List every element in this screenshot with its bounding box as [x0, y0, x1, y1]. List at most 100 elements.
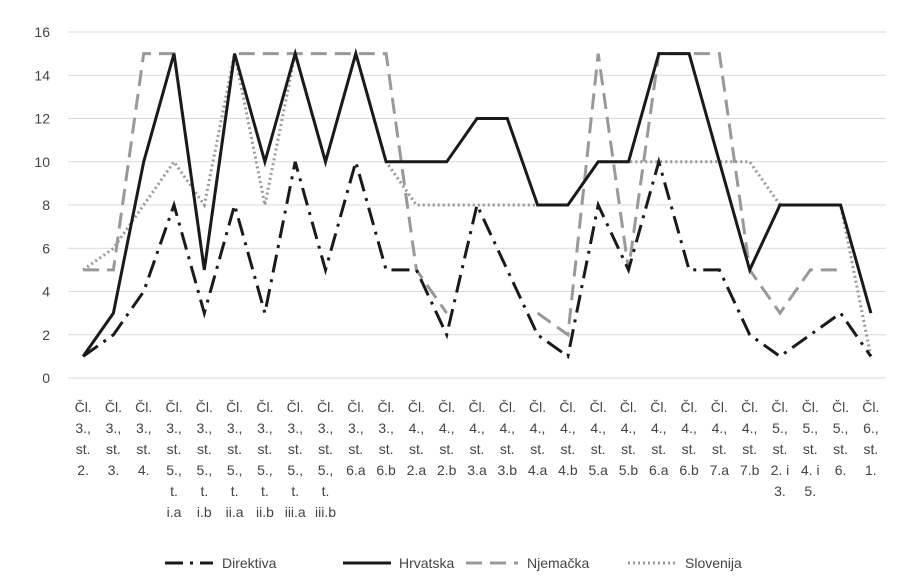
x-tick-label: Čl. [529, 399, 546, 415]
x-tick-label: st. [288, 441, 303, 457]
data-point-hrvatska [657, 52, 660, 55]
y-tick-label: 14 [34, 67, 50, 83]
data-point-njemačka [112, 268, 115, 271]
x-tick-label: st. [439, 441, 454, 457]
x-tick-label: 5., [257, 462, 273, 478]
x-tick-label: Čl. [620, 399, 637, 415]
x-tick-label: 3.b [498, 462, 518, 478]
series-line-direktiva [82, 156, 873, 359]
data-point-slovenija [445, 204, 448, 207]
x-tick-label: 4., [439, 420, 455, 436]
x-tick-label: 6., [863, 420, 879, 436]
x-tick-label: Čl. [771, 399, 788, 415]
x-tick-label: 4., [621, 420, 637, 436]
data-point-hrvatska [506, 117, 509, 120]
y-tick-label: 10 [34, 154, 50, 170]
x-tick-label: st. [742, 441, 757, 457]
x-tick-label: Čl. [287, 399, 304, 415]
x-tick-label: ii.b [256, 504, 274, 520]
x-tick-label: st. [773, 441, 788, 457]
data-point-slovenija [173, 160, 176, 163]
data-point-direktiva [173, 204, 176, 207]
data-point-direktiva [415, 268, 418, 271]
x-tick-label: 3. [108, 462, 120, 478]
x-tick-label: Čl. [438, 399, 455, 415]
series-line-njemačka [536, 52, 841, 338]
data-point-hrvatska [809, 204, 812, 207]
x-tick-label: 3., [197, 420, 213, 436]
data-point-njemačka [82, 268, 85, 271]
x-tick-label: Čl. [347, 399, 364, 415]
data-point-hrvatska [536, 204, 539, 207]
data-point-njemačka [778, 312, 781, 315]
data-point-hrvatska [385, 160, 388, 163]
data-point-hrvatska [839, 204, 842, 207]
x-tick-label: 3., [136, 420, 152, 436]
x-tick-label: Čl. [741, 399, 758, 415]
data-point-hrvatska [203, 268, 206, 271]
x-tick-label: 3. [774, 483, 786, 499]
data-point-hrvatska [445, 160, 448, 163]
legend-label-direktiva: Direktiva [222, 555, 277, 571]
y-tick-label: 4 [42, 284, 50, 300]
x-tick-label: t. [170, 483, 178, 499]
data-point-njemačka [597, 52, 600, 55]
x-tick-label: t. [231, 483, 239, 499]
x-tick-label: Čl. [590, 399, 607, 415]
x-tick-label: Čl. [832, 399, 849, 415]
data-point-direktiva [445, 333, 448, 336]
x-tick-label: st. [318, 441, 333, 457]
x-tick-label: 2. [77, 462, 89, 478]
data-point-direktiva [778, 355, 781, 358]
data-point-njemačka [445, 312, 448, 315]
data-point-direktiva [748, 333, 751, 336]
x-tick-label: 3., [318, 420, 334, 436]
data-point-njemačka [839, 268, 842, 271]
x-tick-label: 5., [772, 420, 788, 436]
data-point-direktiva [566, 355, 569, 358]
y-tick-label: 2 [42, 327, 50, 343]
data-point-direktiva [385, 268, 388, 271]
x-tick-label: 2.a [407, 462, 427, 478]
data-point-hrvatska [597, 160, 600, 163]
x-tick-label: Čl. [135, 399, 152, 415]
series-line-hrvatska [81, 48, 873, 358]
x-tick-label: st. [621, 441, 636, 457]
legend-label-hrvatska: Hrvatska [399, 555, 454, 571]
x-tick-label: 2.b [437, 462, 457, 478]
data-point-njemačka [566, 333, 569, 336]
x-tick-label: 3., [75, 420, 91, 436]
x-tick-label: 5.a [588, 462, 608, 478]
data-point-hrvatska [112, 312, 115, 315]
data-point-direktiva [142, 290, 145, 293]
y-tick-label: 12 [34, 111, 50, 127]
x-tick-label: 7.b [740, 462, 760, 478]
data-point-slovenija [415, 204, 418, 207]
data-point-hrvatska [566, 204, 569, 207]
data-point-hrvatska [263, 160, 266, 163]
data-point-hrvatska [869, 312, 872, 315]
x-tick-label: iii.b [315, 504, 336, 520]
x-tick-label: st. [651, 441, 666, 457]
x-tick-label: Čl. [559, 399, 576, 415]
x-tick-label: 4., [500, 420, 516, 436]
y-tick-label: 16 [34, 24, 50, 40]
y-tick-label: 0 [42, 370, 50, 386]
x-tick-label: 4., [651, 420, 667, 436]
data-point-slovenija [112, 247, 115, 250]
x-tick-label: st. [227, 441, 242, 457]
x-tick-label: 1. [865, 462, 877, 478]
x-tick-label: 2. i [771, 462, 790, 478]
x-tick-label: i.a [167, 504, 182, 520]
x-tick-label: 5., [318, 462, 334, 478]
x-tick-label: 5., [166, 462, 182, 478]
data-point-direktiva [324, 268, 327, 271]
x-tick-label: 4., [681, 420, 697, 436]
data-point-direktiva [536, 333, 539, 336]
x-tick-label: st. [197, 441, 212, 457]
data-point-direktiva [627, 268, 630, 271]
data-point-slovenija [688, 160, 691, 163]
data-point-hrvatska [627, 160, 630, 163]
